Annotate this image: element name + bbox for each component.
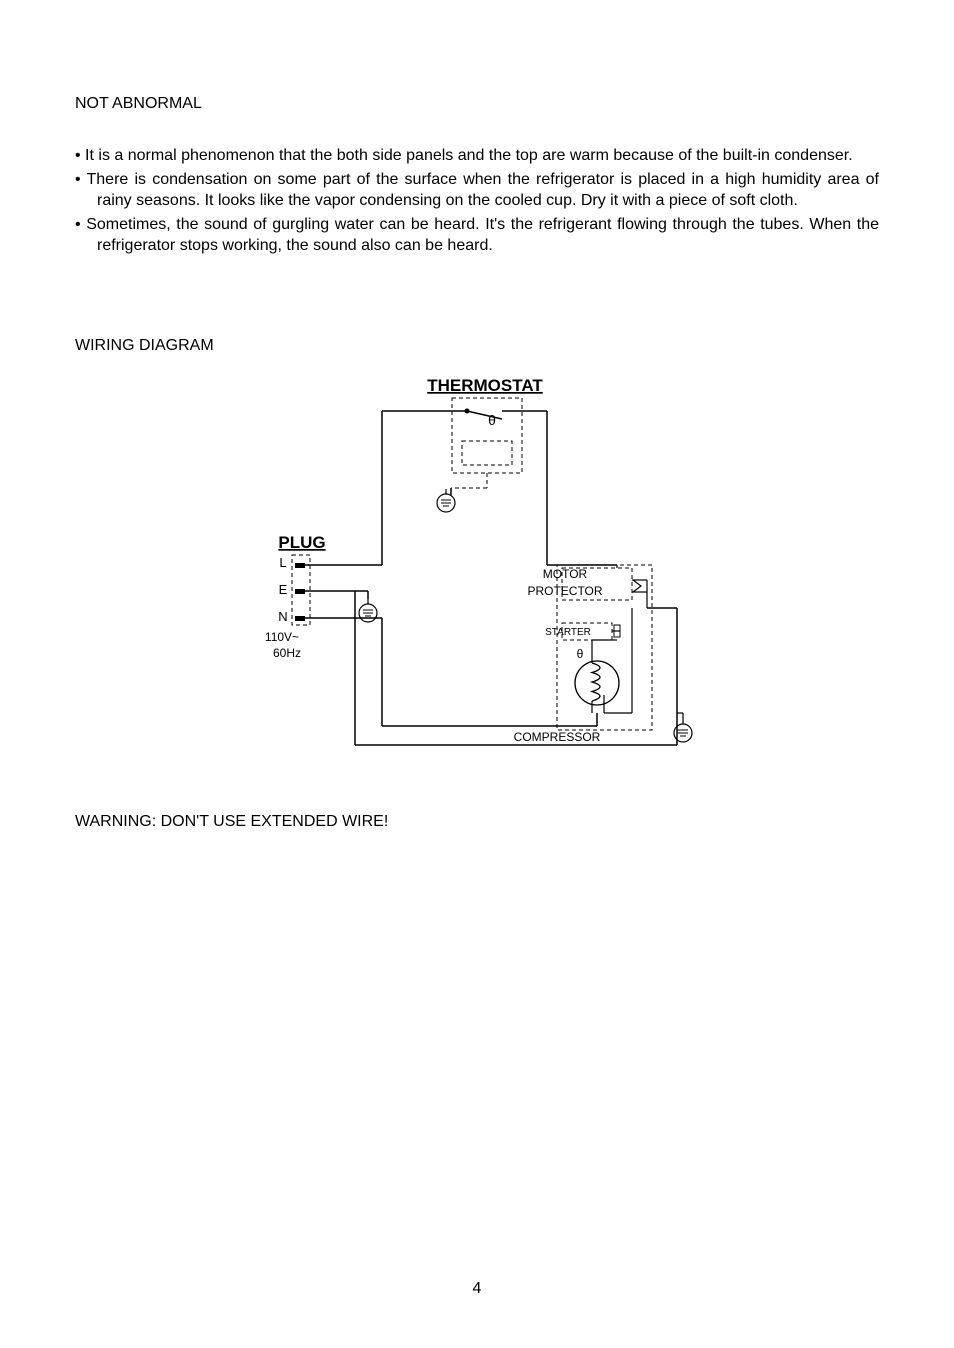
svg-text:THERMOSTAT: THERMOSTAT [427, 376, 543, 395]
bullet-item: • There is condensation on some part of … [75, 169, 879, 212]
wiring-schematic-svg: THERMOSTAT θ PLUG LEN 110V~ 60Hz MOTOR PROTECTO… [237, 373, 717, 773]
svg-text:60Hz: 60Hz [273, 646, 301, 660]
svg-text:PROTECTOR: PROTECTOR [527, 584, 602, 598]
not-abnormal-heading: NOT ABNORMAL [75, 95, 879, 113]
wiring-diagram-heading: WIRING DIAGRAM [75, 337, 879, 355]
svg-text:COMPRESSOR: COMPRESSOR [514, 730, 601, 744]
svg-text:MOTOR: MOTOR [543, 567, 588, 581]
svg-text:θ: θ [577, 647, 584, 661]
bullet-list: • It is a normal phenomenon that the bot… [75, 145, 879, 257]
bullet-item: • It is a normal phenomenon that the bot… [75, 145, 879, 167]
svg-text:E: E [279, 582, 288, 597]
svg-text:110V~: 110V~ [265, 630, 299, 644]
svg-text:L: L [279, 555, 286, 570]
svg-text:N: N [278, 609, 287, 624]
svg-text:θ: θ [488, 412, 496, 428]
wiring-diagram: THERMOSTAT θ PLUG LEN 110V~ 60Hz MOTOR PROTECTO… [237, 373, 717, 773]
bullet-item: • Sometimes, the sound of gurgling water… [75, 214, 879, 257]
warning-text: WARNING: DON'T USE EXTENDED WIRE! [75, 813, 879, 831]
svg-text:PLUG: PLUG [278, 533, 325, 552]
page-number: 4 [473, 1280, 482, 1298]
svg-text:STARTER: STARTER [545, 627, 591, 638]
